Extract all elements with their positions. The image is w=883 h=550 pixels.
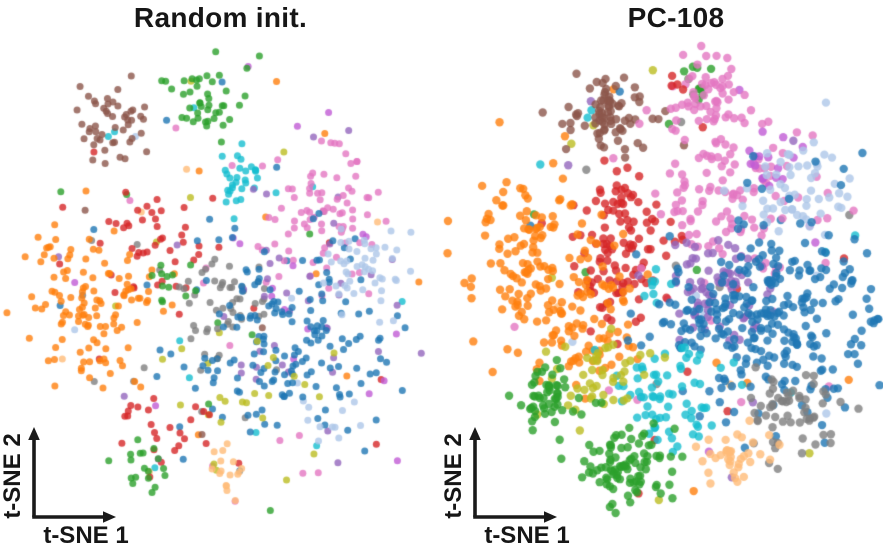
panel-pc-108: PC-108 t-SNE 2 t-SNE 1 <box>441 0 883 550</box>
panel-title-random-init: Random init. <box>133 2 308 33</box>
panel-title-pc-108: PC-108 <box>627 2 725 33</box>
scatter-plot-random-init <box>0 0 441 550</box>
scatter-plot-pc-108 <box>441 0 883 550</box>
panel-random-init: Random init. t-SNE 2 t-SNE 1 <box>0 0 441 550</box>
